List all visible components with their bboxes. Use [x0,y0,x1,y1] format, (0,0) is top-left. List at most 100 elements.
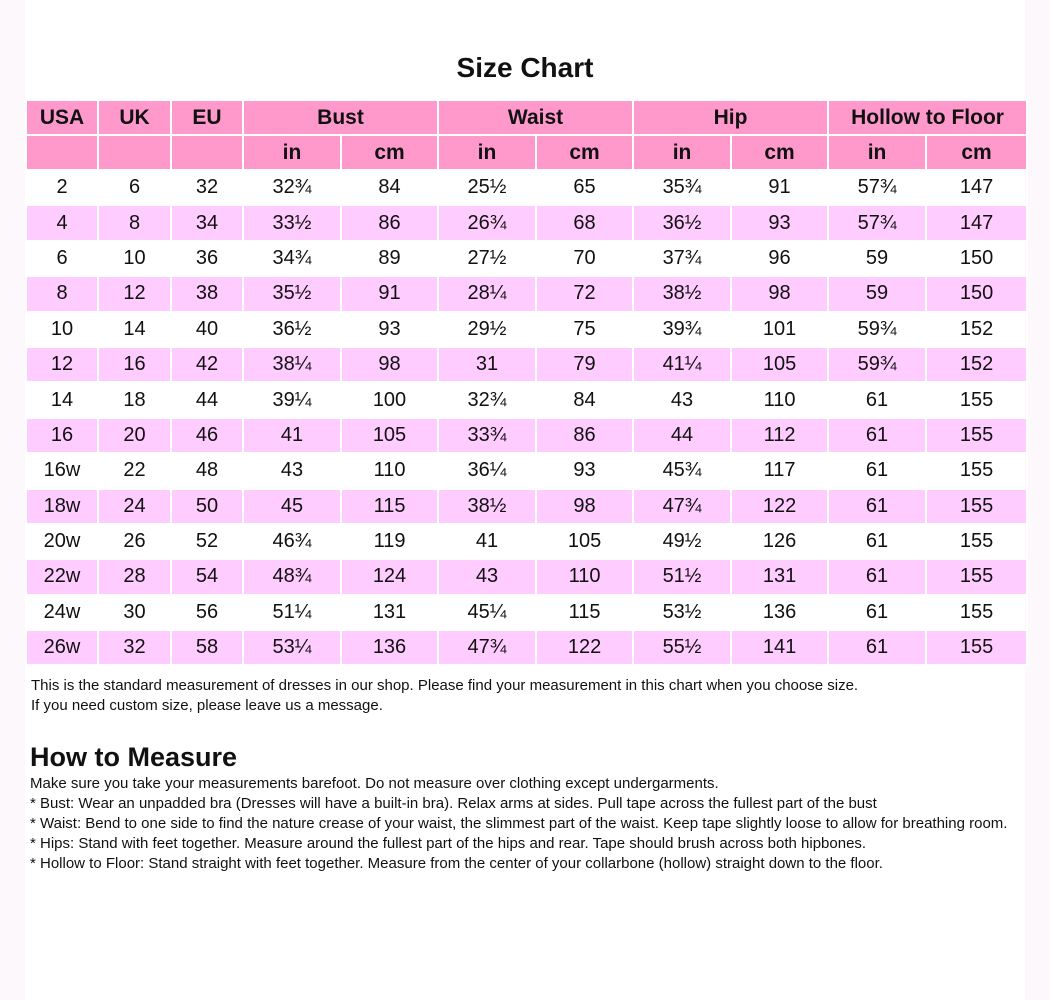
table-cell: 93 [339,310,440,348]
table-cell: 110 [535,558,635,596]
how-item-hips: * Hips: Stand with feet together. Measur… [30,835,867,852]
table-cell: 18 [97,381,172,419]
table-cell: 147 [925,168,1029,207]
table-cell: 155 [925,558,1029,596]
table-cell: 16w [25,452,99,490]
table-cell: 61 [827,452,928,490]
how-item-hollow-to-floor: * Hollow to Floor: Stand straight with f… [30,855,883,872]
table-cell: 2 [25,168,99,207]
table-row: 16 20 46 41 105 33¾ 86 44 112 61 155 [25,416,1029,455]
table-cell: 26w [25,629,99,667]
col-hip: Hip [632,99,830,136]
table-cell: 38½ [632,275,733,313]
table-cell: 152 [925,310,1029,348]
table-cell: 32¾ [437,381,538,419]
how-to-measure-heading: How to Measure [30,742,238,772]
table-cell: 24 [97,487,172,525]
page-title: Size Chart [456,52,594,83]
table-cell: 38 [170,275,244,313]
table-cell: 41 [437,522,538,561]
table-cell: 39¼ [242,381,342,419]
table-cell: 40 [170,310,244,348]
table-cell: 36½ [632,204,733,242]
table-cell: 75 [535,310,635,348]
table-cell: 150 [925,275,1029,313]
table-cell: 12 [97,275,172,313]
how-to-measure-list: Make sure you take your measurements bar… [30,774,1020,874]
table-cell: 22 [97,452,172,490]
table-row: 4 8 34 33½ 86 26¾ 68 36½ 93 57¾ 147 [25,204,1029,242]
table-cell: 10 [97,239,172,278]
table-cell: 84 [339,168,440,207]
unit-header: in [827,134,928,171]
table-cell: 48 [170,452,244,490]
table-cell: 89 [339,239,440,278]
table-cell: 35¾ [632,168,733,207]
table-cell: 44 [170,381,244,419]
col-bust: Bust [241,99,440,136]
note-line: This is the standard measurement of dres… [31,677,859,694]
table-cell: 53½ [632,593,733,632]
table-cell: 53¼ [242,629,342,667]
table-cell: 33¾ [437,416,538,455]
table-cell: 91 [730,168,830,207]
table-cell: 155 [925,629,1029,667]
table-cell: 150 [925,239,1029,278]
chart-note: This is the standard measurement of dres… [31,676,858,716]
table-cell: 50 [170,487,244,525]
table-body: 2 6 32 32¾ 84 25½ 65 35¾ 91 57¾ 147 4 8 34 33½ 86 26¾ 68 3… [25,168,1029,667]
table-row: 16w 22 48 43 110 36¼ 93 45¾ 117 61 155 [25,452,1029,490]
table-cell: 47¾ [632,487,733,525]
table-cell: 48¾ [242,558,342,596]
table-cell: 36¼ [437,452,538,490]
table-cell: 136 [730,593,830,632]
table-cell: 46 [170,416,244,455]
table-cell: 36 [170,239,244,278]
col-hollow-to-floor: Hollow to Floor [827,99,1029,136]
table-cell: 59 [827,275,928,313]
table-cell: 26¾ [437,204,538,242]
col-uk: UK [97,99,172,136]
table-cell: 110 [730,381,830,419]
table-cell: 61 [827,522,928,561]
table-cell: 20w [25,522,99,561]
table-cell: 59 [827,239,928,278]
table-cell: 14 [97,310,172,348]
table-cell: 61 [827,558,928,596]
table-cell: 100 [339,381,440,419]
table-row: 8 12 38 35½ 91 28¼ 72 38½ 98 59 150 [25,275,1029,313]
table-cell: 70 [535,239,635,278]
table-cell: 44 [632,416,733,455]
table-cell: 61 [827,416,928,455]
units-row: in cm in cm in cm in cm [25,134,1029,171]
table-cell: 27½ [437,239,538,278]
table-row: 6 10 36 34¾ 89 27½ 70 37¾ 96 59 150 [25,239,1029,278]
table-cell: 155 [925,381,1029,419]
table-cell: 84 [535,381,635,419]
table-row: 2 6 32 32¾ 84 25½ 65 35¾ 91 57¾ 147 [25,168,1029,207]
table-cell: 110 [339,452,440,490]
table-cell: 31 [437,345,538,384]
table-cell: 41 [242,416,342,455]
table-row: 20w 26 52 46¾ 119 41 105 49½ 126 61 155 [25,522,1029,561]
table-cell: 56 [170,593,244,632]
table-cell: 28¼ [437,275,538,313]
table-row: 12 16 42 38¼ 98 31 79 41¼ 105 59¾ 152 [25,345,1029,384]
table-cell: 26 [97,522,172,561]
table-cell: 155 [925,593,1029,632]
table-cell: 14 [25,381,99,419]
how-item-waist: * Waist: Bend to one side to find the na… [30,815,1008,832]
table-cell: 105 [535,522,635,561]
table-cell: 59¾ [827,345,928,384]
table-cell: 58 [170,629,244,667]
table-cell: 79 [535,345,635,384]
table-cell: 49½ [632,522,733,561]
table-cell: 39¾ [632,310,733,348]
table-cell: 52 [170,522,244,561]
table-cell: 38½ [437,487,538,525]
table-row: 10 14 40 36½ 93 29½ 75 39¾ 101 59¾ 152 [25,310,1029,348]
table-cell: 61 [827,381,928,419]
table-cell: 54 [170,558,244,596]
table-cell: 41¼ [632,345,733,384]
table-cell: 155 [925,522,1029,561]
